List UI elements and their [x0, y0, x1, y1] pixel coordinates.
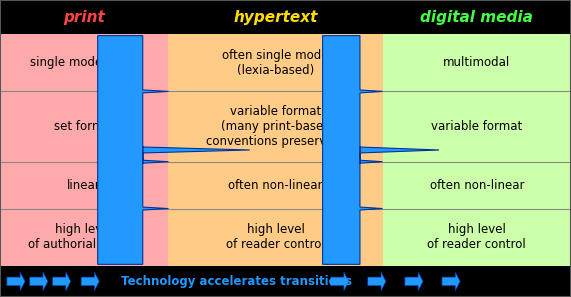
Polygon shape	[7, 272, 25, 291]
Text: digital media: digital media	[420, 10, 533, 25]
Text: high level
of authorial control: high level of authorial control	[28, 223, 140, 251]
Text: single mode (text): single mode (text)	[30, 56, 139, 69]
Bar	[0, 0, 571, 34]
Polygon shape	[405, 272, 423, 291]
Polygon shape	[30, 272, 48, 291]
Text: variable format: variable format	[431, 120, 522, 133]
Bar	[168, 34, 383, 266]
Text: print: print	[63, 10, 105, 25]
Polygon shape	[323, 36, 439, 264]
Text: often non-linear: often non-linear	[429, 178, 524, 192]
Polygon shape	[331, 272, 349, 291]
Text: multimodal: multimodal	[443, 56, 510, 69]
Text: high level
of reader control: high level of reader control	[428, 223, 526, 251]
Polygon shape	[81, 272, 99, 291]
Polygon shape	[98, 36, 250, 264]
Polygon shape	[368, 272, 386, 291]
Text: set format: set format	[54, 120, 115, 133]
Text: often single mode
(lexia-based): often single mode (lexia-based)	[222, 49, 329, 77]
Polygon shape	[53, 272, 71, 291]
Text: Technology accelerates transitions: Technology accelerates transitions	[122, 275, 352, 288]
Text: often non-linear: often non-linear	[228, 178, 323, 192]
Text: variable format
(many print-based
conventions preserved): variable format (many print-based conven…	[206, 105, 345, 148]
Text: hypertext: hypertext	[234, 10, 317, 25]
Bar	[0, 34, 168, 266]
Bar	[383, 34, 571, 266]
Polygon shape	[442, 272, 460, 291]
Text: high level
of reader control: high level of reader control	[226, 223, 325, 251]
Text: linear: linear	[67, 178, 101, 192]
Bar	[0, 266, 571, 297]
